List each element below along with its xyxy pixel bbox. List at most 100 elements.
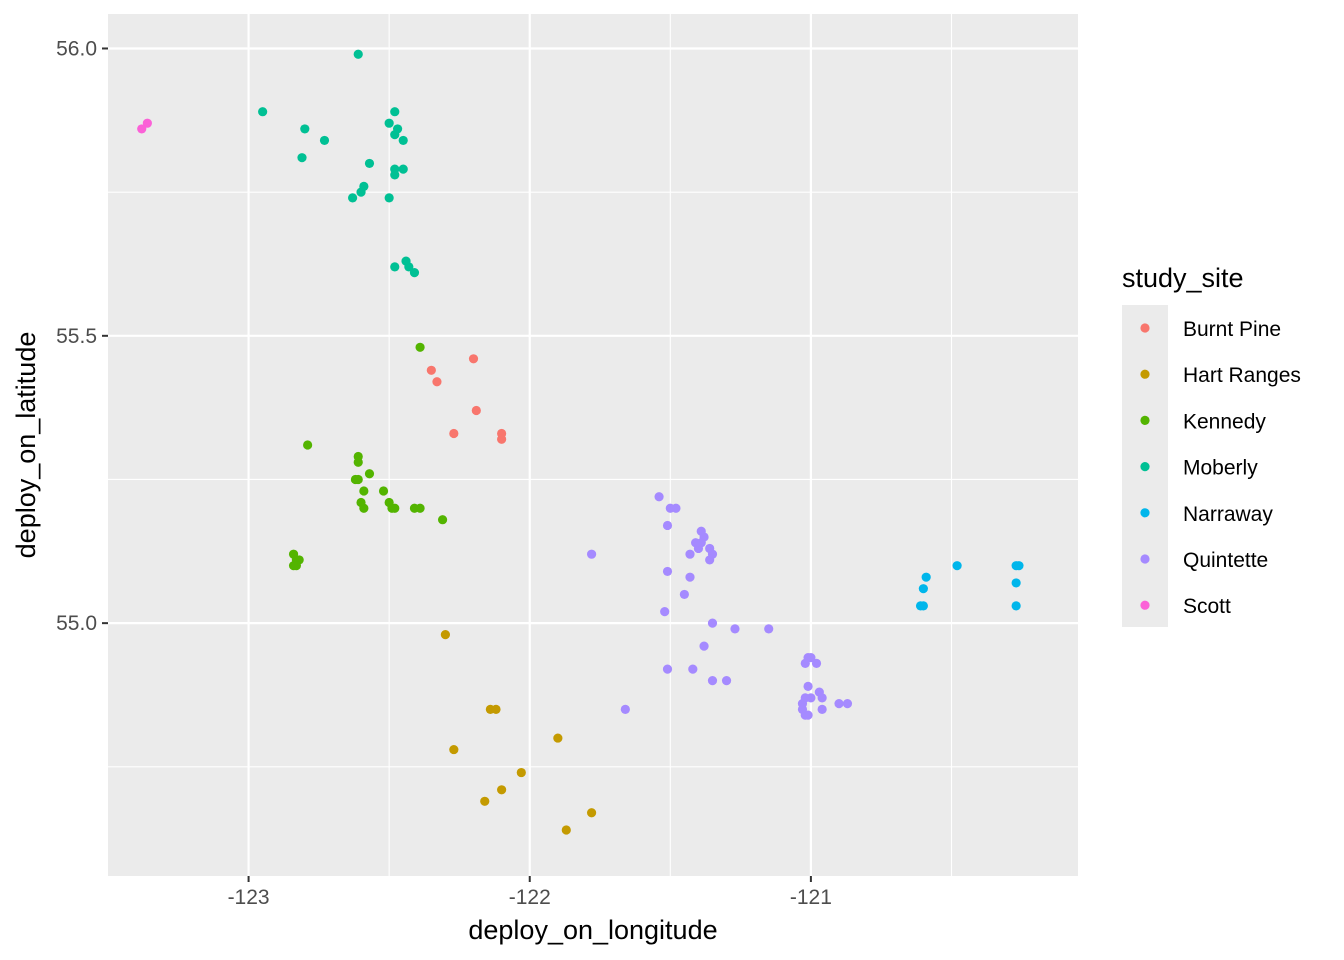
x-tick-label: -122 (509, 886, 551, 909)
data-point (1011, 601, 1021, 611)
data-point (353, 457, 363, 467)
legend-key (1140, 415, 1150, 425)
y-axis-title: deploy_on_latitude (11, 332, 41, 559)
data-point (137, 124, 147, 134)
legend-label: Kennedy (1183, 410, 1266, 433)
data-point (696, 538, 706, 548)
x-tick-label: -123 (228, 886, 270, 909)
data-point (699, 641, 709, 651)
data-point (390, 107, 400, 117)
data-point (918, 601, 928, 611)
data-point (662, 566, 673, 577)
data-point (480, 796, 490, 806)
data-point (356, 187, 366, 197)
data-point (437, 515, 448, 525)
legend-key (1140, 462, 1150, 472)
data-point (803, 681, 813, 691)
data-point (288, 561, 299, 571)
data-point (553, 733, 563, 743)
data-point (449, 744, 459, 755)
data-point (660, 607, 670, 617)
data-point (952, 561, 962, 571)
data-point (471, 405, 481, 416)
data-point (842, 699, 853, 709)
data-point (300, 124, 310, 134)
data-point (353, 49, 363, 59)
data-point (662, 664, 673, 674)
data-point (817, 693, 827, 703)
data-point (497, 785, 507, 795)
data-point (303, 440, 313, 450)
data-point (297, 153, 307, 163)
x-axis-title: deploy_on_longitude (468, 915, 717, 945)
data-point (730, 624, 740, 634)
data-point (409, 268, 420, 278)
data-point (348, 193, 358, 203)
x-tick-label: -121 (790, 886, 832, 909)
data-point (364, 469, 375, 479)
data-point (662, 520, 673, 531)
plot-panel (108, 14, 1078, 876)
data-point (586, 808, 597, 818)
data-point (688, 664, 698, 674)
data-point (685, 549, 695, 559)
data-point (707, 618, 718, 628)
y-tick-label: 56.0 (56, 37, 97, 60)
data-point (1014, 561, 1024, 571)
data-point (390, 170, 400, 180)
x-axis-ticks: -123 -122 -121 (228, 876, 832, 909)
grid (108, 14, 1078, 876)
data-point (586, 549, 597, 559)
legend-key (1140, 323, 1150, 333)
data-point (921, 572, 931, 582)
legend-label: Burnt Pine (1183, 318, 1281, 341)
data-point (359, 486, 369, 496)
legend-key (1140, 600, 1150, 610)
legend-label: Hart Ranges (1183, 364, 1301, 387)
legend-key (1140, 554, 1150, 564)
data-point (516, 767, 526, 778)
y-axis-ticks: 55.0 55.5 56.0 (56, 37, 108, 635)
legend-label: Moberly (1183, 457, 1258, 480)
legend-label: Narraway (1183, 503, 1273, 526)
data-point (806, 653, 816, 663)
data-point (258, 107, 268, 117)
data-point (918, 584, 928, 594)
legend-key (1140, 508, 1150, 518)
data-point (811, 658, 822, 668)
data-point (803, 710, 813, 720)
data-point (390, 503, 400, 513)
data-point (491, 704, 501, 714)
y-tick-label: 55.0 (56, 612, 97, 635)
data-point (1011, 578, 1021, 588)
data-point (497, 434, 507, 444)
data-point (468, 354, 479, 364)
data-point (398, 164, 408, 174)
legend-label: Scott (1183, 595, 1231, 618)
data-point (398, 135, 408, 146)
data-point (390, 262, 400, 272)
data-point (319, 135, 330, 146)
data-point (654, 492, 664, 502)
legend: study_site Burnt Pine Hart Ranges Kennedy M… (1122, 263, 1301, 627)
data-point (384, 193, 394, 203)
data-point (671, 503, 681, 513)
data-point (390, 130, 400, 140)
data-point (364, 158, 375, 169)
data-point (415, 342, 425, 352)
data-point (705, 555, 715, 565)
data-point (721, 676, 732, 686)
data-point (679, 589, 689, 600)
data-point (356, 497, 366, 508)
data-point (415, 503, 425, 513)
legend-title: study_site (1122, 263, 1244, 293)
legend-key (1140, 369, 1150, 379)
data-point (561, 825, 571, 835)
data-points (137, 49, 1024, 835)
data-point (378, 486, 389, 496)
data-point (707, 676, 718, 686)
y-tick-label: 55.5 (56, 325, 97, 348)
legend-label: Quintette (1183, 549, 1268, 572)
